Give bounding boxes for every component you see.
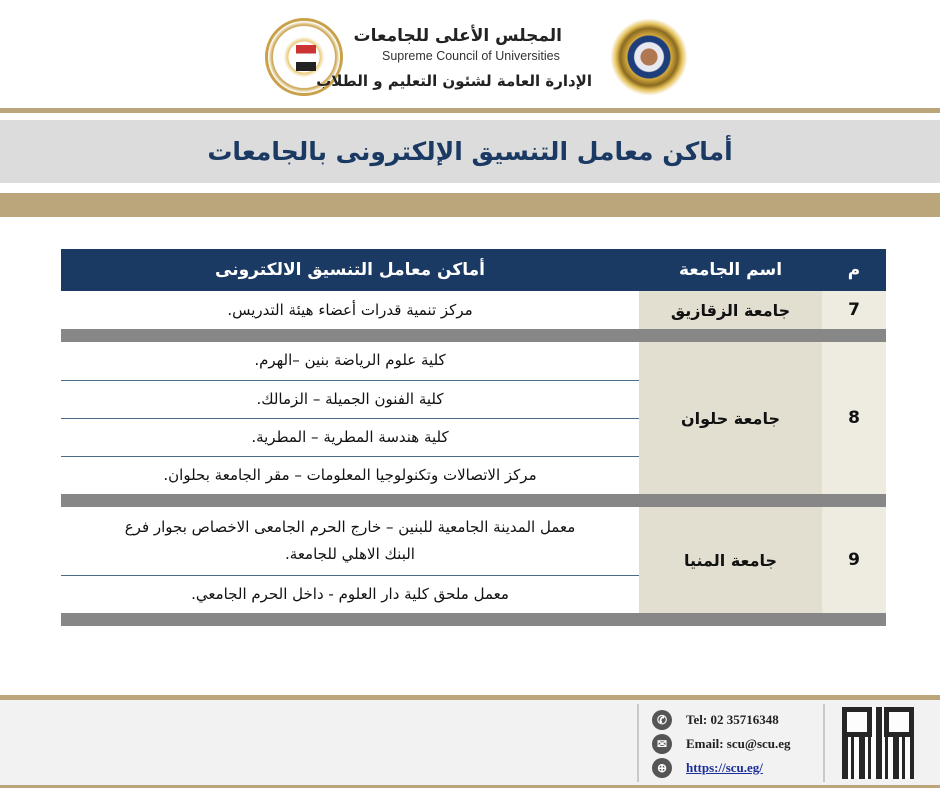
row-num: 9: [822, 507, 886, 613]
gold-band: [0, 193, 940, 217]
row-num: 8: [822, 342, 886, 494]
website-contact[interactable]: ⊕ https://scu.eg/: [652, 758, 763, 778]
row-separator: [61, 494, 886, 507]
row-separator: [61, 613, 886, 626]
lab-place: مركز تنمية قدرات أعضاء هيئة التدريس.: [61, 291, 639, 329]
row-num: 7: [822, 291, 886, 329]
email-contact: ✉ Email: scu@scu.eg: [652, 734, 791, 754]
row-separator: [61, 329, 886, 342]
page-title: أماكن معامل التنسيق الإلكترونى بالجامعات: [207, 137, 733, 166]
header-university: اسم الجامعة: [639, 249, 822, 291]
phone-icon: ✆: [652, 710, 672, 730]
header-places: أماكن معامل التنسيق الالكترونى: [61, 249, 639, 291]
council-title-en: Supreme Council of Universities: [382, 49, 560, 63]
footer: [0, 700, 940, 785]
lab-place: كلية علوم الرياضة بنين –الهرم.: [61, 342, 639, 380]
table-row: 7 جامعة الزقازيق مركز تنمية قدرات أعضاء …: [61, 291, 886, 329]
lab-place: معمل المدينة الجامعية للبنين – خارج الحر…: [61, 507, 639, 575]
website-link[interactable]: https://scu.eg/: [686, 760, 763, 775]
supreme-council-logo: [610, 18, 688, 96]
tel-text: Tel: 02 35716348: [686, 712, 779, 727]
lab-place: مركز الاتصالات وتكنولوجيا المعلومات – مق…: [61, 455, 639, 494]
mail-icon: ✉: [652, 734, 672, 754]
university-name: جامعة المنيا: [639, 507, 822, 613]
university-name: جامعة حلوان: [639, 342, 822, 494]
table-row: 9 جامعة المنيا معمل المدينة الجامعية للب…: [61, 507, 886, 613]
header-num: م: [822, 249, 886, 291]
email-text: Email: scu@scu.eg: [686, 736, 791, 751]
lab-place: معمل ملحق كلية دار العلوم - داخل الحرم ا…: [61, 574, 639, 613]
council-title-ar: المجلس الأعلى للجامعات: [353, 26, 562, 46]
qr-code: [842, 707, 914, 779]
ministry-logo: [265, 18, 343, 96]
gold-divider: [0, 108, 940, 113]
labs-table: م اسم الجامعة أماكن معامل التنسيق الالكت…: [61, 249, 886, 626]
footer-divider: [823, 704, 825, 782]
university-name: جامعة الزقازيق: [639, 291, 822, 329]
footer-bottom-line: [0, 785, 940, 788]
tel-contact: ✆ Tel: 02 35716348: [652, 710, 779, 730]
lab-place: كلية هندسة المطرية – المطرية.: [61, 417, 639, 456]
title-band: أماكن معامل التنسيق الإلكترونى بالجامعات: [0, 120, 940, 183]
table-header: م اسم الجامعة أماكن معامل التنسيق الالكت…: [61, 249, 886, 291]
footer-top-line: [0, 695, 940, 700]
footer-divider: [637, 704, 639, 782]
department-title: الإدارة العامة لشئون التعليم و الطلاب: [316, 72, 592, 90]
table-row: 8 جامعة حلوان كلية علوم الرياضة بنين –ال…: [61, 342, 886, 494]
globe-icon: ⊕: [652, 758, 672, 778]
lab-place: كلية الفنون الجميلة – الزمالك.: [61, 379, 639, 418]
